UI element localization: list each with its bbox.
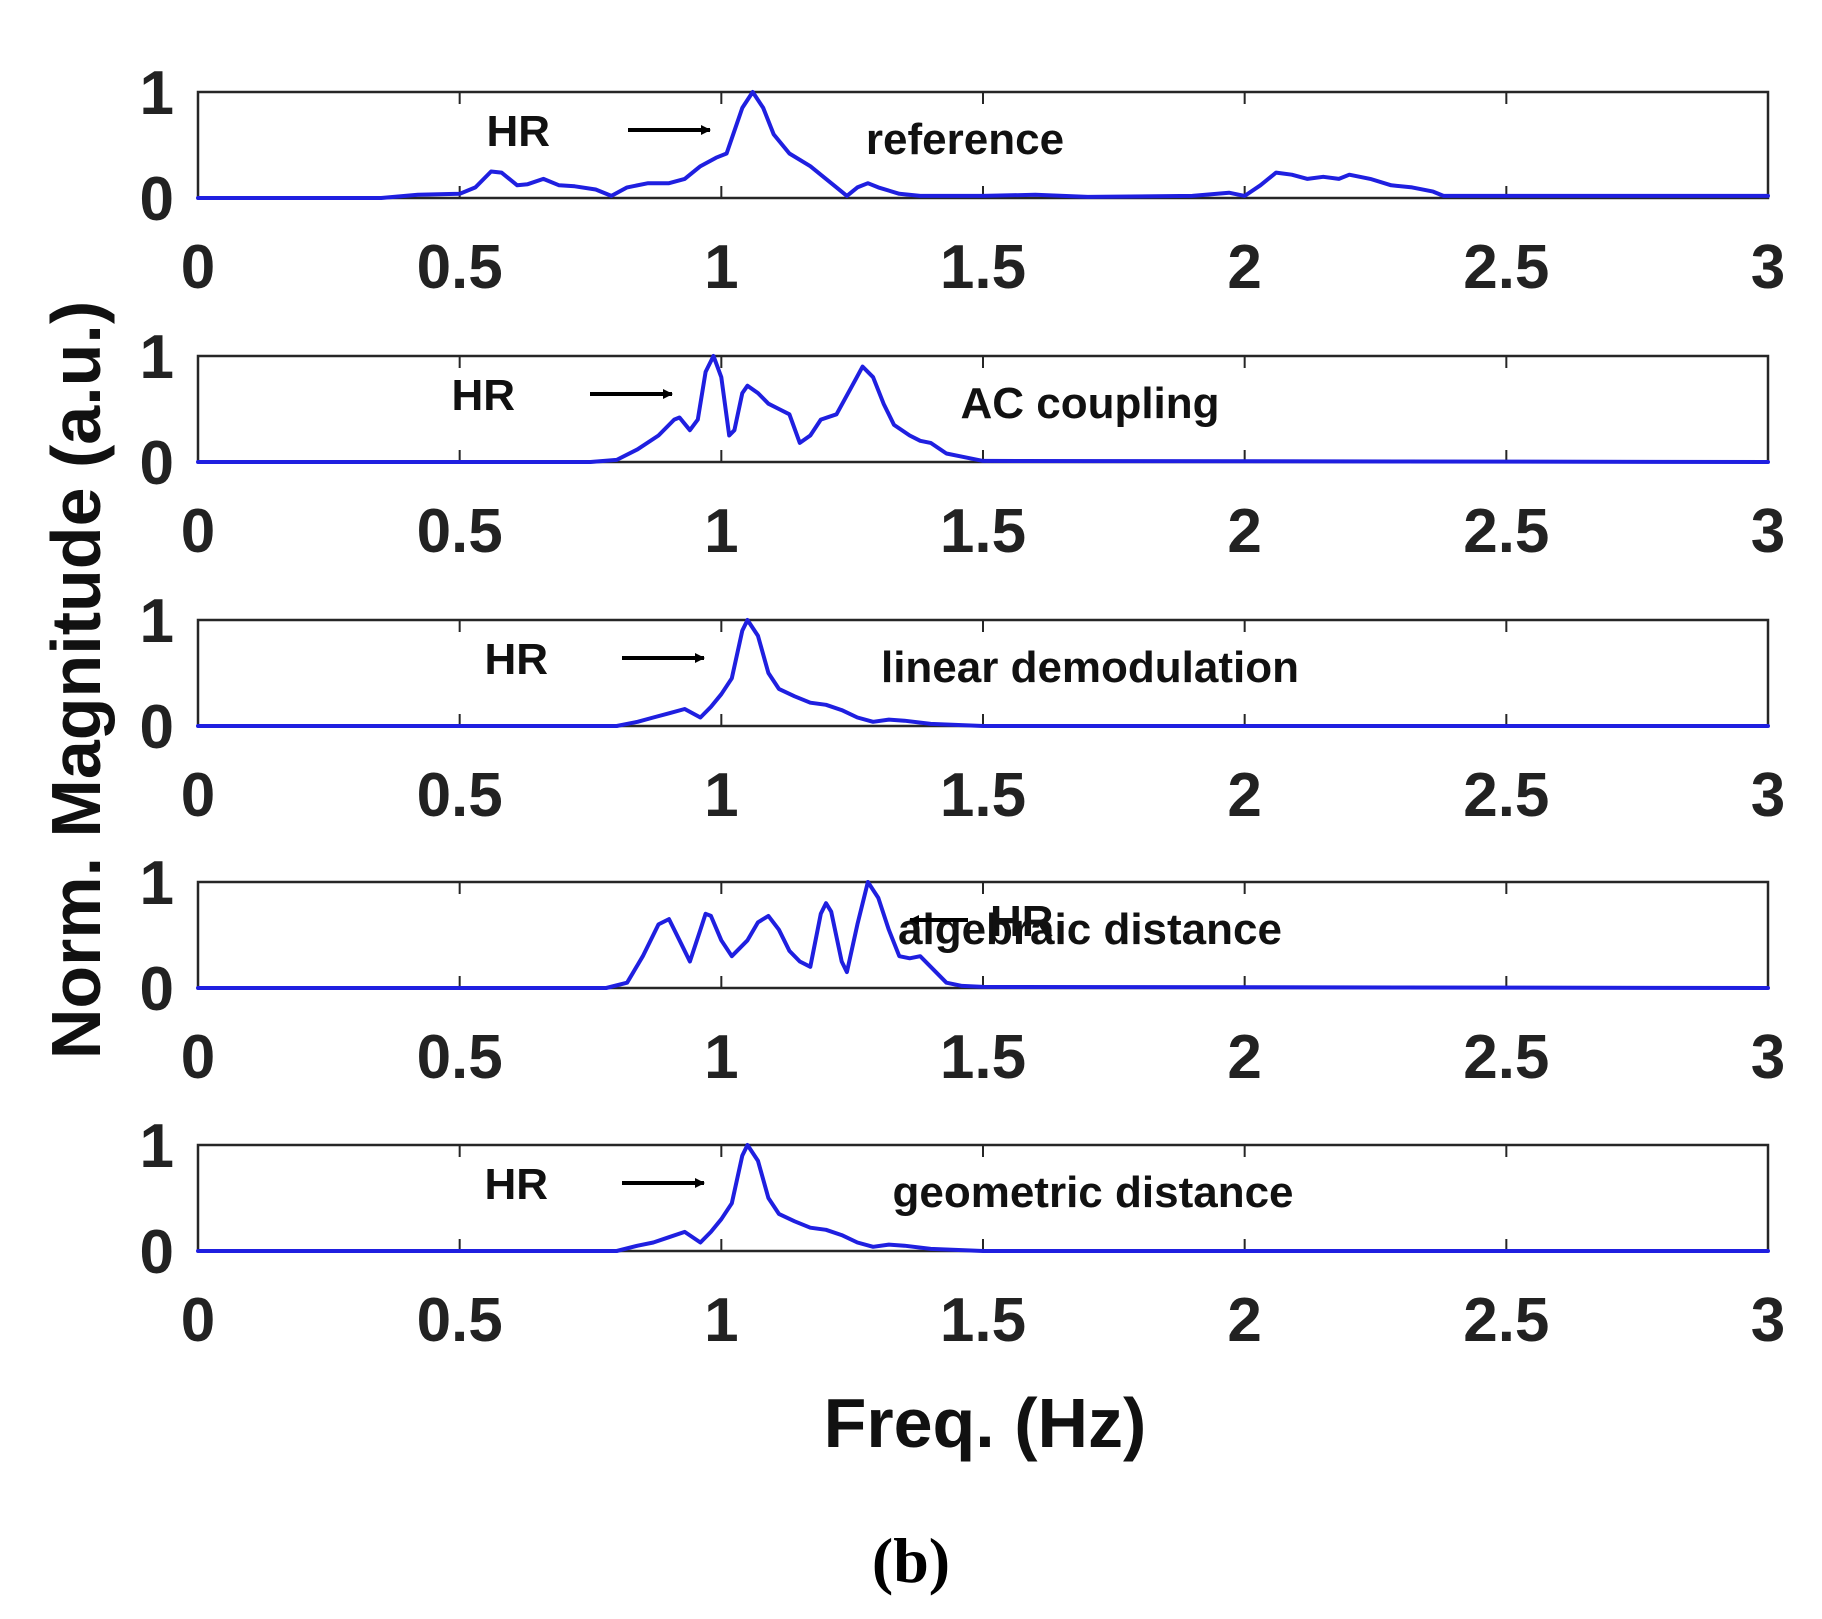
- y-tick-label: 0: [140, 1218, 174, 1287]
- x-tick-label: 1.5: [940, 1286, 1026, 1355]
- hr-annotation-label: HR: [484, 1160, 548, 1209]
- x-tick-label: 2.5: [1463, 1023, 1549, 1092]
- hr-annotation-label: HR: [451, 371, 515, 420]
- x-tick-label: 2.5: [1463, 497, 1549, 566]
- x-tick-label: 1: [704, 761, 738, 830]
- x-tick-label: 1.5: [940, 761, 1026, 830]
- y-tick-label: 0: [140, 429, 174, 498]
- x-tick-label: 2: [1227, 497, 1261, 566]
- y-tick-label: 1: [140, 587, 174, 656]
- x-tick-label: 0: [181, 1286, 215, 1355]
- x-tick-label: 2: [1227, 233, 1261, 302]
- spectrum-line: [196, 354, 1770, 464]
- x-tick-label: 3: [1751, 1286, 1785, 1355]
- x-tick-label: 1.5: [940, 1023, 1026, 1092]
- x-tick-label: 3: [1751, 761, 1785, 830]
- x-tick-label: 1.5: [940, 233, 1026, 302]
- x-tick-label: 0.5: [417, 497, 503, 566]
- y-tick-label: 0: [140, 165, 174, 234]
- x-tick-label: 0.5: [417, 761, 503, 830]
- spectrum-line: [196, 90, 1770, 200]
- x-tick-label: 2: [1227, 1286, 1261, 1355]
- x-tick-label: 0.5: [417, 233, 503, 302]
- spectrum-line: [196, 618, 1770, 728]
- panel-label: geometric distance: [892, 1168, 1293, 1217]
- x-tick-label: 0.5: [417, 1023, 503, 1092]
- subplot-frame: [196, 90, 1770, 200]
- hr-annotation-label: HR: [990, 897, 1054, 946]
- panel-label: AC coupling: [960, 379, 1219, 428]
- x-tick-label: 0: [181, 497, 215, 566]
- x-tick-label: 1: [704, 1023, 738, 1092]
- spectrum-line: [196, 880, 1770, 990]
- x-tick-label: 0: [181, 1023, 215, 1092]
- x-tick-label: 2: [1227, 761, 1261, 830]
- x-axis-title: Freq. (Hz): [824, 1384, 1147, 1462]
- subplot-frame: [196, 1143, 1770, 1253]
- x-tick-label: 2.5: [1463, 1286, 1549, 1355]
- x-tick-label: 3: [1751, 1023, 1785, 1092]
- x-tick-label: 0.5: [417, 1286, 503, 1355]
- y-axis-title: Norm. Magnitude (a.u.): [37, 301, 115, 1059]
- x-tick-label: 2: [1227, 1023, 1261, 1092]
- subplot-3: 0 0.5 1 1.5 2 2.5 3 0 1 linear demodulation HR: [140, 587, 1786, 830]
- x-tick-label: 2.5: [1463, 761, 1549, 830]
- x-tick-label: 3: [1751, 497, 1785, 566]
- x-tick-label: 1.5: [940, 497, 1026, 566]
- panel-label: reference: [866, 115, 1064, 164]
- y-tick-label: 1: [140, 323, 174, 392]
- x-tick-label: 0: [181, 761, 215, 830]
- x-tick-label: 3: [1751, 233, 1785, 302]
- y-tick-label: 1: [140, 59, 174, 128]
- x-tick-label: 1: [704, 233, 738, 302]
- y-tick-label: 1: [140, 849, 174, 918]
- subplot-1: 0 0.5 1 1.5 2 2.5 3 0 1 reference HR: [140, 59, 1786, 302]
- x-tick-label: 1: [704, 1286, 738, 1355]
- hr-annotation-label: HR: [484, 635, 548, 684]
- spectrum-line: [196, 1143, 1770, 1253]
- y-tick-label: 0: [140, 693, 174, 762]
- x-tick-label: 1: [704, 497, 738, 566]
- hr-annotation-label: HR: [486, 107, 550, 156]
- x-tick-label: 0: [181, 233, 215, 302]
- x-tick-label: 2.5: [1463, 233, 1549, 302]
- y-tick-label: 0: [140, 955, 174, 1024]
- figure-caption: (b): [872, 1525, 950, 1596]
- panel-label: linear demodulation: [881, 643, 1299, 692]
- subplot-5: 0 0.5 1 1.5 2 2.5 3 0 1 geometric distance HR: [140, 1112, 1786, 1355]
- subplot-2: 0 0.5 1 1.5 2 2.5 3 0 1 AC coupling HR: [140, 323, 1786, 566]
- panel-label: algebraic distance: [898, 905, 1282, 954]
- y-tick-label: 1: [140, 1112, 174, 1181]
- subplot-frame: [196, 880, 1770, 990]
